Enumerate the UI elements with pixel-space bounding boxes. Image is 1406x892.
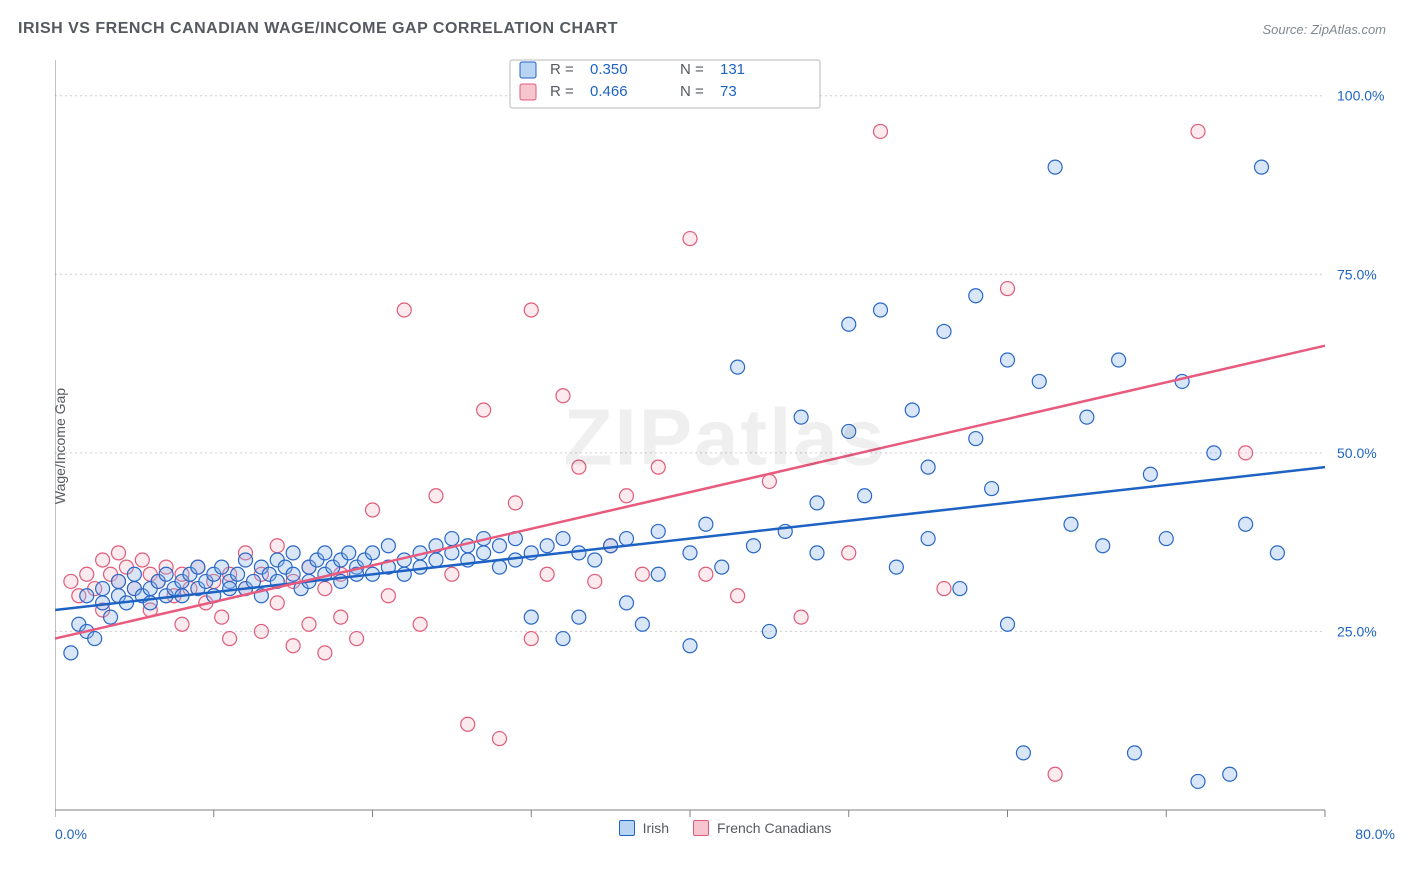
svg-text:131: 131 <box>720 61 745 78</box>
svg-text:0.466: 0.466 <box>590 83 628 100</box>
legend: Irish French Canadians <box>55 816 1395 840</box>
svg-text:R =: R = <box>550 61 574 78</box>
svg-text:100.0%: 100.0% <box>1337 88 1384 104</box>
svg-text:N =: N = <box>680 83 704 100</box>
page-title: IRISH VS FRENCH CANADIAN WAGE/INCOME GAP… <box>18 20 618 38</box>
svg-text:N =: N = <box>680 61 704 78</box>
plot-area: ZIPatlas 25.0%50.0%75.0%100.0%R =0.350N … <box>55 50 1395 840</box>
legend-item-irish: Irish <box>619 820 669 836</box>
legend-swatch-french <box>693 820 709 836</box>
legend-item-french: French Canadians <box>693 820 831 836</box>
svg-text:25.0%: 25.0% <box>1337 623 1377 639</box>
chart-container: IRISH VS FRENCH CANADIAN WAGE/INCOME GAP… <box>0 0 1406 892</box>
svg-text:0.350: 0.350 <box>590 61 628 78</box>
legend-label-french: French Canadians <box>717 820 831 836</box>
source-attribution: Source: ZipAtlas.com <box>1262 22 1386 37</box>
scatter-plot-svg: 25.0% 50.0% 75.0% 100.0% R = 0.350 N = 131 R = 0.… <box>55 50 1395 840</box>
legend-label-irish: Irish <box>643 820 669 836</box>
svg-text:R =: R = <box>550 83 574 100</box>
svg-text:75.0%: 75.0% <box>1337 266 1377 282</box>
svg-text:50.0%: 50.0% <box>1337 445 1377 461</box>
legend-swatch-irish <box>619 820 635 836</box>
svg-text:73: 73 <box>720 83 737 100</box>
